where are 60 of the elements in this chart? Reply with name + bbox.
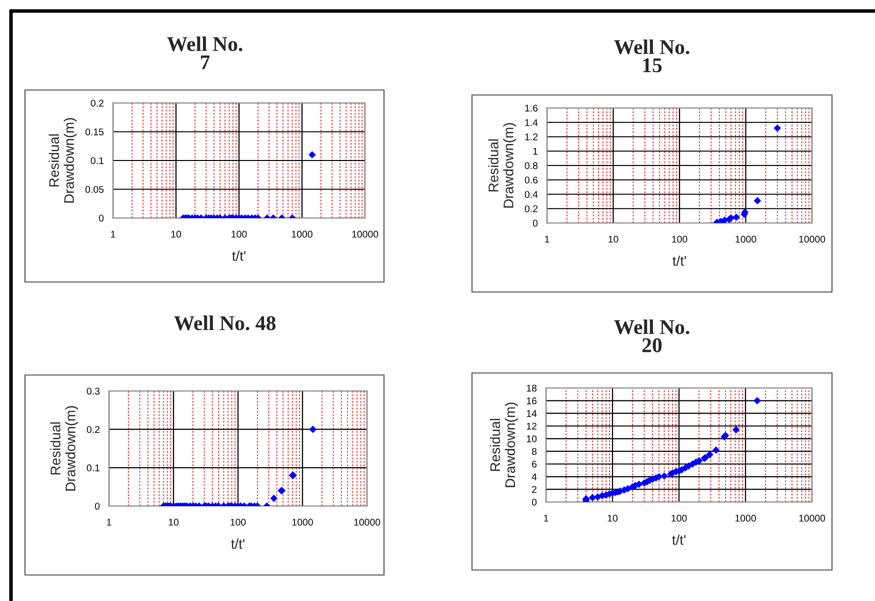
- x-tick-label: 100: [230, 518, 246, 526]
- y-tick-label: 10: [526, 435, 537, 442]
- x-tick-label: 10000: [354, 518, 380, 526]
- x-tick-label: 10: [608, 514, 618, 522]
- x-tick-label: 1: [111, 230, 116, 238]
- y-tick-label: 1.2: [525, 133, 538, 140]
- y-tick-label: 0.1: [86, 464, 100, 472]
- x-tick-label: 10: [168, 518, 179, 526]
- y-tick-label: 0.15: [85, 128, 104, 136]
- y-tick-label: 0: [94, 502, 100, 510]
- x-tick-label: 1: [107, 518, 112, 526]
- x-tick-label: 10000: [799, 514, 826, 522]
- y-axis-title: Residual Drawdown(m): [488, 123, 516, 208]
- y-tick-label: 0: [98, 214, 104, 222]
- chart-title: Well No. 48: [174, 316, 276, 330]
- y-tick-label: 18: [526, 384, 537, 392]
- y-tick-label: 1.6: [525, 104, 538, 112]
- x-axis-title: t/t': [672, 534, 686, 545]
- y-tick-label: 6: [532, 460, 537, 468]
- y-tick-label: 0.3: [86, 388, 100, 395]
- y-tick-label: 0: [532, 220, 538, 227]
- x-axis-title: t/t': [672, 256, 686, 266]
- x-tick-label: 1000: [292, 230, 312, 238]
- y-tick-label: 1: [533, 148, 538, 155]
- chart-title: Well No. 15: [614, 39, 690, 72]
- y-tick-label: 0.8: [524, 162, 538, 170]
- x-tick-label: 1000: [736, 236, 756, 243]
- y-tick-label: 0.2: [86, 426, 100, 433]
- x-tick-label: 10: [608, 236, 618, 243]
- y-tick-label: 12: [526, 422, 536, 430]
- x-tick-label: 100: [232, 230, 247, 238]
- x-tick-label: 100: [672, 236, 688, 243]
- x-tick-label: 1000: [735, 514, 756, 522]
- x-tick-label: 100: [672, 514, 687, 522]
- x-tick-label: 10000: [799, 236, 826, 243]
- x-axis-title: t/t': [231, 538, 244, 549]
- y-tick-label: 8: [532, 448, 537, 455]
- y-axis-title: Residual Drawdown(m): [490, 402, 518, 488]
- x-tick-label: 10000: [352, 230, 378, 238]
- y-tick-label: 16: [526, 397, 537, 404]
- y-tick-label: 4: [532, 474, 537, 480]
- x-axis-title: t/t': [232, 250, 246, 261]
- x-tick-label: 1000: [292, 518, 313, 526]
- chart-title: Well No. 7: [167, 36, 242, 70]
- y-tick-label: 1.4: [525, 119, 538, 126]
- y-axis-title: Residual Drawdown(m): [48, 118, 77, 203]
- y-tick-label: 0.1: [90, 157, 104, 164]
- y-tick-label: 0.6: [524, 176, 538, 184]
- y-tick-label: 0.4: [524, 190, 538, 198]
- x-tick-label: 1: [544, 514, 548, 522]
- x-tick-label: 10: [171, 230, 182, 238]
- x-tick-label: 1: [545, 236, 550, 243]
- y-tick-label: 2: [532, 486, 536, 493]
- y-tick-label: 0.2: [524, 205, 538, 212]
- y-tick-label: 0: [532, 498, 537, 506]
- y-tick-label: 0.2: [90, 100, 104, 107]
- y-axis-title: Residual Drawdown(m): [50, 406, 78, 491]
- chart-title: Well No. 20: [614, 319, 690, 352]
- y-tick-label: 0.05: [85, 186, 104, 193]
- y-tick-label: 14: [526, 410, 537, 417]
